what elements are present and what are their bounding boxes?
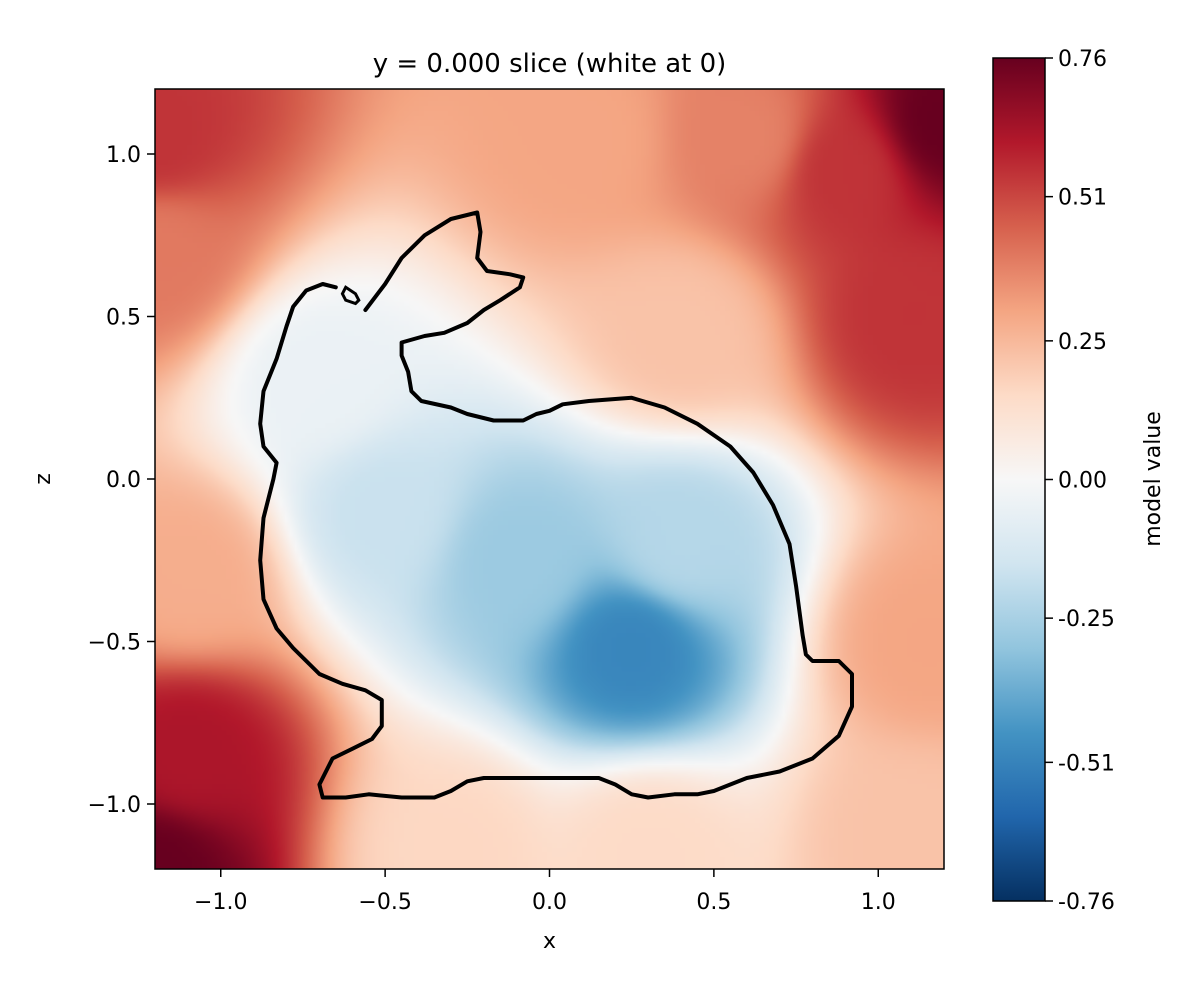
colorbar-gradient [992, 57, 1046, 902]
contour-line [258, 210, 854, 800]
x-axis-label: x [543, 929, 556, 954]
y-tick-label: 0.5 [106, 306, 141, 331]
y-axis: −1.0 −0.5 0.0 0.5 1.0 [88, 143, 155, 818]
y-tick-label: −1.0 [88, 793, 141, 818]
colorbar-ticks: -0.76 -0.51 -0.25 0.00 0.25 0.51 0.76 [1045, 47, 1115, 915]
y-tick-label: −0.5 [88, 631, 141, 656]
y-tick-label: 0.0 [106, 468, 141, 493]
x-tick-label: −0.5 [358, 890, 411, 915]
colorbar-tick-label: 0.51 [1058, 186, 1107, 211]
colorbar-tick-label: 0.00 [1058, 469, 1107, 494]
x-tick-label: 0.5 [696, 890, 731, 915]
plot-area [154, 88, 945, 870]
colorbar-tick-label: -0.76 [1058, 890, 1115, 915]
x-tick-label: 0.0 [532, 890, 567, 915]
colorbar-tick-label: -0.51 [1058, 751, 1115, 776]
x-tick-label: 1.0 [861, 890, 896, 915]
colorbar: -0.76 -0.51 -0.25 0.00 0.25 0.51 0.76 model va… [992, 47, 1166, 915]
x-axis: −1.0 −0.5 0.0 0.5 1.0 [194, 869, 896, 915]
colorbar-tick-label: 0.25 [1058, 330, 1107, 355]
contour-island [340, 285, 361, 306]
zero-contour [258, 210, 854, 800]
heatmap-field [155, 89, 944, 869]
y-axis-label: z [31, 473, 56, 485]
y-tick-label: 1.0 [106, 143, 141, 168]
x-tick-label: −1.0 [194, 890, 247, 915]
colorbar-tick-label: 0.76 [1058, 47, 1107, 72]
chart-title: y = 0.000 slice (white at 0) [373, 49, 727, 79]
colorbar-tick-label: -0.25 [1058, 607, 1115, 632]
colorbar-label: model value [1141, 411, 1166, 547]
